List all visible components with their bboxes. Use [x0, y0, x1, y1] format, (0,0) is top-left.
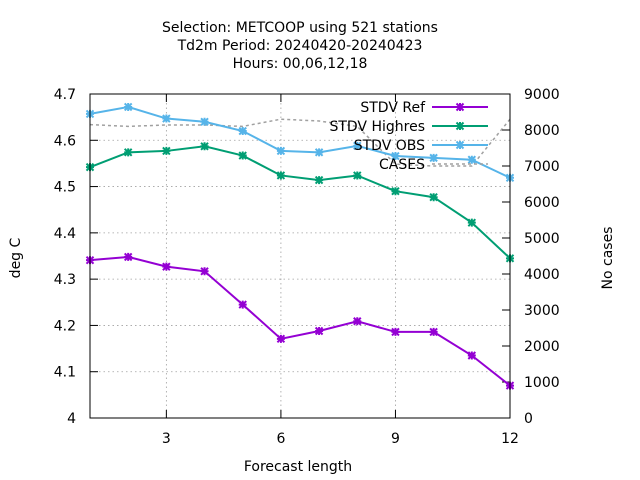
data-point [314, 148, 324, 157]
y-tick-label: 4.4 [54, 226, 76, 242]
data-point [429, 193, 438, 202]
series-line [89, 255, 511, 387]
data-point [391, 151, 400, 161]
y2-tick-label: 6000 [524, 195, 560, 211]
chart-title: Selection: METCOOP using 521 stations Td2… [162, 20, 438, 72]
data-point [467, 155, 477, 164]
title-line: Selection: METCOOP using 521 stations [162, 20, 438, 36]
grid [90, 94, 510, 418]
title-line: Td2m Period: 20240420-20240423 [177, 38, 423, 54]
data-point [276, 146, 286, 156]
plot-frame [89, 93, 511, 419]
data-point [467, 351, 477, 360]
series-cases [89, 118, 511, 167]
y-tick-label: 4.7 [54, 87, 76, 103]
data-point [200, 267, 209, 276]
data-point [162, 114, 171, 123]
y-tick-label: 4.1 [54, 365, 76, 381]
data-point [314, 175, 324, 185]
legend: STDV Ref STDV Highres STDV OBS CASES [329, 100, 488, 173]
data-point [276, 334, 286, 344]
y-tick-label: 4.2 [54, 318, 76, 334]
data-point [353, 171, 362, 180]
title-line: Hours: 00,06,12,18 [233, 56, 368, 72]
y2-tick-label: 5000 [524, 231, 560, 247]
data-point [162, 146, 171, 156]
y-axis-label: deg C [8, 237, 24, 278]
legend-marker [455, 140, 465, 150]
y2-axis-ticks: 0 1000 2000 3000 4000 5000 6000 7000 8000 9000 [502, 87, 560, 427]
y2-axis-label: No cases [600, 227, 616, 290]
y2-tick-label: 4000 [524, 267, 560, 283]
data-point [391, 327, 400, 337]
legend-label: STDV Highres [329, 119, 425, 135]
series-stdv-obs [85, 102, 515, 182]
y2-tick-label: 3000 [524, 303, 560, 319]
y2-tick-label: 0 [524, 411, 533, 427]
y2-tick-label: 8000 [524, 123, 560, 139]
data-point [200, 142, 209, 151]
y-tick-label: 4 [67, 411, 76, 427]
y-tick-label: 4.6 [54, 133, 76, 149]
series-stdv-highres [85, 142, 515, 263]
series-line [89, 145, 511, 260]
data-point [353, 317, 362, 326]
data-point [238, 151, 247, 160]
y2-tick-label: 1000 [524, 375, 560, 391]
data-point [353, 141, 362, 151]
x-axis-ticks: 3 6 9 12 [162, 94, 519, 447]
series [85, 102, 515, 390]
y2-tick-label: 7000 [524, 159, 560, 175]
y-axis-ticks: 4 4.1 4.2 4.3 4.4 4.5 4.6 4.7 [54, 87, 98, 427]
y2-tick-label: 9000 [524, 87, 560, 103]
series-line [89, 105, 511, 179]
data-point [123, 252, 133, 262]
x-tick-label: 6 [276, 431, 285, 447]
data-point [238, 126, 247, 136]
data-point [429, 327, 438, 337]
data-point [200, 117, 209, 126]
series-stdv-ref [85, 252, 515, 390]
y-tick-label: 4.5 [54, 180, 76, 196]
data-point [238, 300, 247, 309]
x-tick-label: 3 [162, 431, 171, 447]
x-tick-label: 9 [391, 431, 400, 447]
legend-label: STDV Ref [360, 100, 426, 116]
data-point [314, 326, 324, 336]
x-axis-label: Forecast length [244, 459, 352, 475]
data-point [391, 186, 400, 196]
data-point [467, 218, 477, 227]
data-point [276, 171, 286, 180]
series-line [89, 118, 511, 167]
legend-marker [455, 121, 465, 131]
legend-label: STDV OBS [354, 138, 425, 154]
data-point [429, 153, 438, 163]
legend-marker [455, 102, 465, 112]
x-tick-label: 12 [501, 431, 519, 447]
data-point [162, 262, 171, 271]
data-point [123, 102, 133, 112]
legend-label: CASES [379, 157, 425, 173]
data-point [123, 148, 133, 157]
y-tick-label: 4.3 [54, 272, 76, 288]
y2-tick-label: 2000 [524, 339, 560, 355]
